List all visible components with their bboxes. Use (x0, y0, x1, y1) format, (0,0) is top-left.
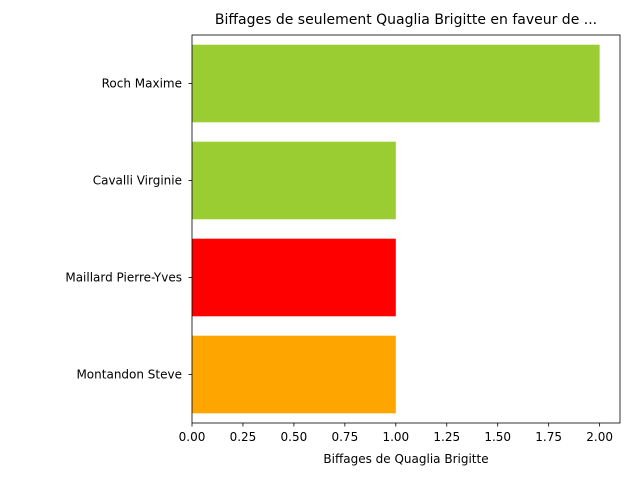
x-tick-label: 0.75 (331, 430, 358, 444)
y-tick-label: Cavalli Virginie (93, 174, 182, 188)
x-tick-label: 1.50 (484, 430, 511, 444)
x-axis-label: Biffages de Quaglia Brigitte (323, 452, 488, 466)
bar-roch-maxime (192, 44, 600, 123)
x-tick-label: 0.25 (230, 430, 257, 444)
x-tick-label: 2.00 (586, 430, 613, 444)
plot-area-frame (191, 34, 621, 424)
bar-cavalli-virginie (192, 141, 396, 220)
y-axis-ticks: Roch Maxime Cavalli Virginie Maillard Pier… (65, 77, 192, 382)
x-tick-label: 0.00 (179, 430, 206, 444)
y-tick-label: Roch Maxime (102, 77, 182, 91)
bar-maillard-pierre-yves (192, 238, 396, 317)
y-tick-label: Montandon Steve (76, 368, 182, 382)
bar-montandon-steve (192, 335, 396, 414)
x-tick-label: 1.25 (433, 430, 460, 444)
y-tick-label: Maillard Pierre-Yves (65, 271, 182, 285)
x-tick-label: 1.75 (535, 430, 562, 444)
chart-title: Biffages de seulement Quaglia Brigitte e… (215, 12, 597, 28)
x-tick-label: 1.00 (382, 430, 409, 444)
x-axis-ticks: 0.00 0.25 0.50 0.75 1.00 1.25 1.50 1.75 2.00 (179, 423, 613, 444)
x-tick-label: 0.50 (281, 430, 308, 444)
bars-group (192, 44, 600, 414)
